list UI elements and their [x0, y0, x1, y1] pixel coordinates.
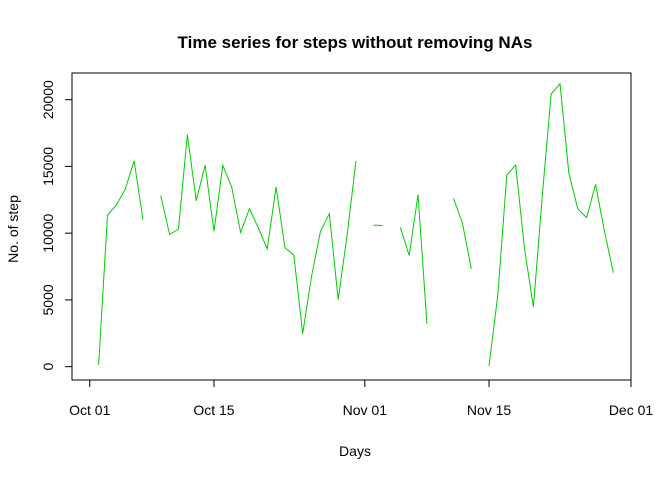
series-line-segment: [488, 82, 614, 367]
x-axis-label: Days: [339, 443, 371, 459]
y-tick-label: 5000: [40, 284, 56, 315]
series-line-segment: [160, 134, 357, 334]
series-line-segment: [399, 194, 428, 324]
plot-frame: [71, 72, 632, 381]
x-tick-label: Oct 15: [193, 402, 234, 418]
series-line-segment: [98, 160, 144, 365]
y-tick-label: 0: [40, 363, 56, 371]
x-tick-label: Nov 15: [467, 402, 512, 418]
x-tick-label: Oct 01: [69, 402, 110, 418]
series-line-segment: [453, 198, 472, 269]
y-tick-label: 10000: [40, 213, 56, 252]
series-layer: [98, 82, 614, 367]
y-axis: 0 5000 10000 15000 20000: [40, 80, 73, 371]
y-axis-label: No. of step: [5, 195, 21, 263]
x-tick-label: Nov 01: [343, 402, 388, 418]
x-tick-label: Dec 01: [609, 402, 654, 418]
y-tick-label: 15000: [40, 147, 56, 186]
chart-title: Time series for steps without removing N…: [178, 33, 533, 52]
y-tick-label: 20000: [40, 80, 56, 119]
x-axis: Oct 01 Oct 15 Nov 01 Nov 15 Dec 01: [69, 379, 654, 418]
